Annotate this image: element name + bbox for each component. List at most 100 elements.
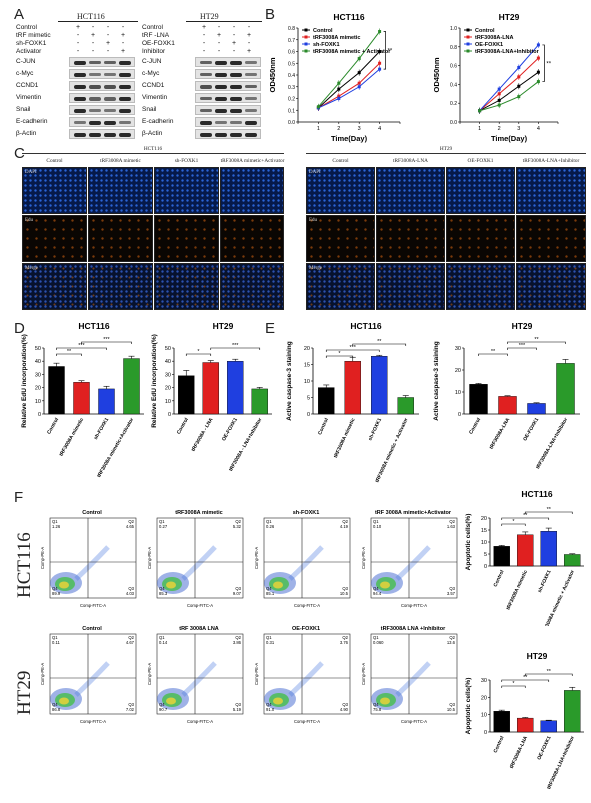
micro-row-label: Edu bbox=[309, 218, 318, 223]
significance-label: *** bbox=[103, 337, 110, 343]
legend-label: tRF3008A-LNA+Inhibitor bbox=[475, 49, 540, 55]
western-blot-ht29: HT29 Control tRF -LNA OE-FOXK1 Inhibitor… bbox=[140, 10, 265, 145]
y-tick-label: 0.0 bbox=[288, 120, 295, 126]
panel-letter-c: C bbox=[14, 145, 25, 162]
wb-hct116-title: HCT116 bbox=[77, 12, 105, 21]
flow-quadrant-value: 13.6 bbox=[447, 640, 456, 645]
y-tick-label: 20 bbox=[165, 386, 171, 392]
flow-quadrant-value: 4.67 bbox=[126, 640, 135, 645]
y-tick-label: 30 bbox=[455, 346, 461, 352]
data-point bbox=[337, 97, 341, 100]
flow-density-core bbox=[380, 697, 390, 705]
y-tick-label: 0.2 bbox=[450, 101, 457, 107]
x-tick-label: 3 bbox=[517, 126, 520, 132]
micro-tile-merge bbox=[88, 263, 153, 310]
series-line bbox=[318, 68, 380, 109]
y-tick-label: 0.3 bbox=[288, 85, 295, 91]
x-tick-label: tRF3008A-LNA+Inhibitor bbox=[535, 417, 569, 470]
bar bbox=[493, 711, 510, 733]
flow-quadrant-value: 1.63 bbox=[447, 524, 456, 529]
wb-hct116-band-label: C-JUN bbox=[16, 58, 36, 65]
bar bbox=[498, 396, 517, 415]
bar bbox=[48, 366, 65, 415]
flow-density-core bbox=[273, 697, 283, 705]
flow-quadrant-value: 0.31 bbox=[266, 640, 275, 645]
flow-quadrant-value: 0.27 bbox=[159, 524, 168, 529]
y-tick-label: 0.1 bbox=[288, 108, 295, 114]
flow-density-tail bbox=[181, 661, 217, 697]
bar bbox=[397, 397, 414, 415]
significance-label: ** bbox=[491, 349, 496, 355]
wb-strip bbox=[69, 117, 135, 127]
legend-label: Control bbox=[475, 28, 495, 34]
x-tick-label: tRF3008A-LNA bbox=[489, 417, 512, 451]
significance-bracket bbox=[507, 341, 566, 344]
flow-quadrant-value: 94.4 bbox=[373, 591, 382, 596]
significance-label: * bbox=[338, 351, 341, 357]
significance-label: * bbox=[197, 349, 200, 355]
wb-hct116-band-label: CCND1 bbox=[16, 82, 39, 89]
x-tick-label: OE-FOXK1 bbox=[221, 417, 239, 442]
data-point bbox=[536, 56, 540, 60]
legend-marker bbox=[466, 42, 470, 46]
flow-density-tail bbox=[288, 545, 324, 581]
y-axis-label: OD450nm bbox=[268, 57, 277, 92]
wb-hct116-sign: - bbox=[106, 24, 110, 31]
flow-quadrant-name: Q1 bbox=[52, 519, 58, 524]
wb-ht29-band-label: Vimentin bbox=[142, 94, 168, 101]
wb-ht29-sign: - bbox=[202, 48, 206, 55]
wb-ht29-cond-2: OE-FOXK1 bbox=[142, 40, 175, 47]
data-point bbox=[357, 85, 361, 89]
flow-plot: tRF3008A LNA +Inhibitor Q1 0.060 Q2 13.6 Q4 75… bbox=[357, 623, 461, 727]
y-tick-label: 40 bbox=[165, 359, 171, 365]
micro-tile-edu bbox=[220, 215, 284, 262]
wb-hct116-sign: - bbox=[76, 40, 80, 47]
micro-tile-merge bbox=[376, 263, 445, 310]
chart-d2: HT29 0 10 20 30 40 50 Relative EdU incorporatio… bbox=[151, 321, 272, 472]
y-tick-label: 0.8 bbox=[450, 45, 457, 51]
y-tick-label: 20 bbox=[304, 346, 310, 352]
flow-x-axis-label: Comp-FITC-A bbox=[80, 603, 106, 608]
wb-strip bbox=[195, 105, 261, 115]
micro-row-label: DAPI bbox=[25, 170, 37, 175]
chart-title: HCT116 bbox=[521, 489, 552, 499]
wb-ht29-sign: + bbox=[231, 40, 237, 47]
wb-hct116-sign: - bbox=[106, 32, 110, 39]
x-tick-label: tRF3008A - LNA bbox=[190, 417, 214, 453]
wb-hct116-band-label: β-Actin bbox=[16, 130, 37, 137]
flow-quadrant-value: 4.03 bbox=[126, 591, 135, 596]
flow-quadrant-value: 4.65 bbox=[126, 524, 135, 529]
micro-col-head: Control bbox=[46, 158, 63, 164]
x-axis-label: Time(Day) bbox=[491, 134, 528, 143]
data-point bbox=[517, 65, 521, 69]
flow-quadrant-name: Q4 bbox=[159, 586, 165, 591]
wb-ht29-sign: + bbox=[246, 32, 252, 39]
wb-hct116-band-label: Snail bbox=[16, 106, 31, 113]
wb-hct116-sign: + bbox=[75, 24, 81, 31]
micro-row-label: Edu bbox=[25, 218, 34, 223]
data-point bbox=[497, 98, 501, 102]
flow-quadrant-value: 91.0 bbox=[266, 707, 275, 712]
flow-quadrant-value: 7.02 bbox=[126, 707, 135, 712]
wb-strip bbox=[195, 117, 261, 127]
series-line bbox=[479, 44, 539, 112]
flow-plot: Control Q1 0.11 Q2 4.67 Q4 86.8 Q3 7.02 Comp-FITC… bbox=[36, 623, 140, 727]
flow-row-hct116: Control Q1 1.26 Q2 4.65 Q4 89.9 Q3 4.03 Comp-FITC… bbox=[36, 507, 460, 615]
y-tick-label: 20 bbox=[455, 368, 461, 374]
flow-plot-title: tRF3008A mimetic bbox=[175, 510, 222, 516]
x-tick-label: Control bbox=[493, 735, 506, 754]
flow-density-tail bbox=[181, 545, 217, 581]
panel-letter-a: A bbox=[14, 6, 25, 23]
bar bbox=[517, 534, 534, 567]
y-tick-label: 0.8 bbox=[288, 26, 295, 32]
y-tick-label: 0.6 bbox=[288, 50, 295, 56]
chart-e1: HCT116 0 5 10 15 20 Active caspase-3 staining C… bbox=[286, 321, 419, 484]
bar bbox=[98, 388, 115, 415]
micro-col-head: sh-FOXK1 bbox=[174, 158, 199, 164]
y-tick-label: 10 bbox=[455, 390, 461, 396]
flow-quadrant-value: 0.11 bbox=[52, 640, 61, 645]
panel-letter-e: E bbox=[265, 320, 276, 337]
flow-ht29-row-label: HT29 bbox=[14, 670, 35, 715]
significance-label: ** bbox=[547, 669, 552, 675]
flow-density-tail bbox=[288, 661, 324, 697]
